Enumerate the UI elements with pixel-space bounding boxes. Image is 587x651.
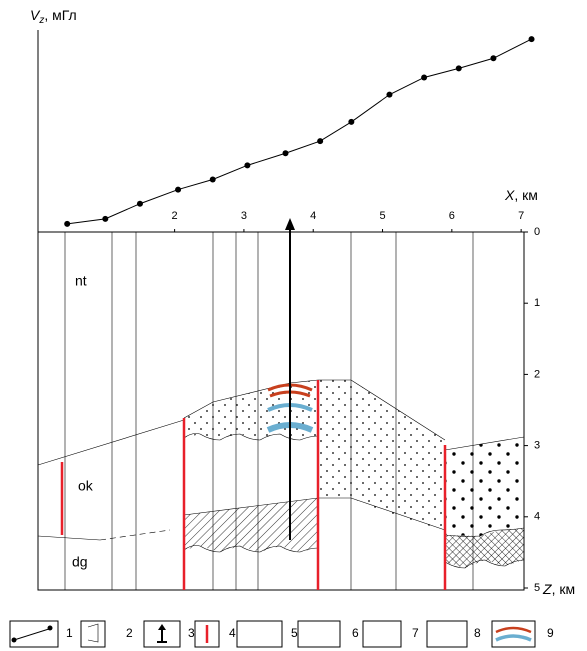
z-tick-label: 3	[534, 440, 540, 452]
layer-label: ok	[78, 478, 94, 494]
point	[421, 74, 427, 80]
z-tick-label: 1	[534, 297, 540, 309]
point	[102, 216, 108, 222]
point	[283, 150, 289, 156]
x-axis-label: X, км	[504, 187, 538, 203]
z-axis-label: Z, км	[542, 581, 575, 597]
x-tick-label: 6	[449, 210, 455, 222]
point	[244, 162, 250, 168]
x-tick-label: 5	[379, 210, 385, 222]
point	[175, 187, 181, 193]
legend-number: 9	[547, 626, 554, 640]
legend-number: 2	[126, 626, 133, 640]
legend-number: 8	[474, 626, 481, 640]
profile-line	[67, 39, 531, 224]
point	[317, 138, 323, 144]
legend-number: 5	[291, 626, 298, 640]
z-tick-label: 2	[534, 368, 540, 380]
legend-number: 6	[352, 626, 359, 640]
x-tick-label: 2	[172, 210, 178, 222]
point	[456, 65, 462, 71]
layer-label: dg	[72, 554, 88, 570]
legend-number: 4	[229, 626, 236, 640]
x-tick-label: 3	[241, 210, 247, 222]
legend-number: 3	[188, 626, 195, 640]
x-tick-label: 7	[518, 210, 524, 222]
point	[137, 201, 143, 207]
y-axis-label: Vz, мГл	[30, 7, 77, 26]
z-tick-label: 4	[534, 511, 540, 523]
legend	[10, 621, 535, 647]
point	[386, 92, 392, 98]
layer-label: nt	[75, 273, 87, 289]
legend-number: 7	[412, 626, 419, 640]
section	[38, 218, 524, 590]
point	[210, 176, 216, 182]
legend-number: 1	[66, 626, 73, 640]
point	[64, 221, 70, 227]
z-tick-label: 0	[534, 226, 540, 238]
x-tick-label: 4	[310, 210, 316, 222]
z-tick-label: 5	[534, 582, 540, 594]
point	[529, 36, 535, 42]
point	[348, 119, 354, 125]
figure: Vz, мГл X, км	[0, 0, 587, 651]
point	[490, 55, 496, 61]
